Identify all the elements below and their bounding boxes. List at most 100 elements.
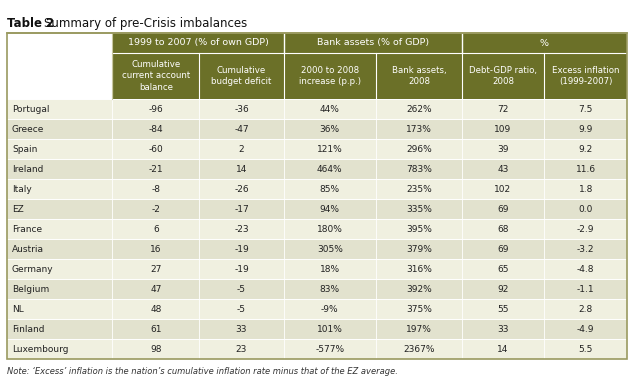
Text: 85%: 85% [320,185,340,194]
Text: 83%: 83% [320,285,340,294]
Text: 14: 14 [497,344,508,353]
Text: 47: 47 [150,285,162,294]
Bar [7,239,627,259]
Text: 235%: 235% [406,185,432,194]
Bar [7,299,627,319]
Text: 0.0: 0.0 [578,205,593,214]
Text: 316%: 316% [406,264,432,273]
Bar [7,33,627,359]
Text: Bank assets,
2008: Bank assets, 2008 [392,66,446,86]
Text: -2: -2 [152,205,160,214]
Text: -60: -60 [148,144,164,153]
Text: 197%: 197% [406,324,432,334]
Text: Bank assets (% of GDP): Bank assets (% of GDP) [316,38,429,47]
Bar [7,53,112,99]
Bar [7,179,627,199]
Text: France: France [12,224,42,233]
Text: -23: -23 [234,224,249,233]
Bar [7,279,627,299]
Text: 101%: 101% [317,324,343,334]
Bar [7,319,627,339]
Text: Luxembourg: Luxembourg [12,344,68,353]
Text: -36: -36 [234,105,249,114]
Text: -9%: -9% [321,305,339,314]
Text: 9.9: 9.9 [578,124,593,133]
Text: -577%: -577% [315,344,344,353]
Text: 65: 65 [497,264,508,273]
Text: 173%: 173% [406,124,432,133]
Text: -2.9: -2.9 [577,224,595,233]
Text: 379%: 379% [406,244,432,253]
Text: 262%: 262% [406,105,432,114]
Text: Debt-GDP ratio,
2008: Debt-GDP ratio, 2008 [469,66,537,86]
Text: 98: 98 [150,344,162,353]
Text: 68: 68 [497,224,508,233]
Bar [7,99,627,119]
Text: 392%: 392% [406,285,432,294]
Text: 92: 92 [497,285,508,294]
Text: Austria: Austria [12,244,44,253]
Text: Summary of pre-Crisis imbalances: Summary of pre-Crisis imbalances [44,17,247,30]
Text: 36%: 36% [320,124,340,133]
Text: 375%: 375% [406,305,432,314]
Text: 72: 72 [497,105,508,114]
Text: 2000 to 2008
increase (p.p.): 2000 to 2008 increase (p.p.) [299,66,361,86]
Text: 11.6: 11.6 [576,165,596,173]
Text: 395%: 395% [406,224,432,233]
Text: 5.5: 5.5 [578,344,593,353]
Text: Excess inflation
(1999-2007): Excess inflation (1999-2007) [552,66,619,86]
Text: 296%: 296% [406,144,432,153]
Text: 109: 109 [495,124,512,133]
Text: 33: 33 [497,324,508,334]
Bar [7,259,627,279]
Text: 55: 55 [497,305,508,314]
Text: Italy: Italy [12,185,32,194]
Text: -19: -19 [234,244,249,253]
Text: 48: 48 [150,305,162,314]
Text: Spain: Spain [12,144,37,153]
Text: -5: -5 [237,305,246,314]
Text: 102: 102 [495,185,512,194]
Text: EZ: EZ [12,205,23,214]
Text: %: % [540,38,549,47]
Text: NL: NL [12,305,23,314]
Text: 18%: 18% [320,264,340,273]
Text: 6: 6 [153,224,159,233]
Bar [7,339,627,359]
Text: -4.8: -4.8 [577,264,595,273]
Text: -5: -5 [237,285,246,294]
Text: 61: 61 [150,324,162,334]
Text: 7.5: 7.5 [578,105,593,114]
Text: 94%: 94% [320,205,340,214]
Bar [7,33,112,53]
Text: 180%: 180% [317,224,343,233]
Bar [7,53,627,99]
Text: Greece: Greece [12,124,44,133]
Text: 464%: 464% [317,165,342,173]
Text: Cumulative
budget deficit: Cumulative budget deficit [211,66,271,86]
Bar [7,119,627,139]
Text: 2: 2 [238,144,244,153]
Text: Portugal: Portugal [12,105,49,114]
Text: Belgium: Belgium [12,285,49,294]
Text: 27: 27 [150,264,162,273]
Text: -21: -21 [148,165,164,173]
Text: 1.8: 1.8 [578,185,593,194]
Text: -84: -84 [148,124,164,133]
Text: -17: -17 [234,205,249,214]
Text: 69: 69 [497,244,508,253]
Text: 33: 33 [236,324,247,334]
Bar [7,199,627,219]
Text: -3.2: -3.2 [577,244,595,253]
Text: -96: -96 [148,105,164,114]
Bar [7,33,627,53]
Text: -26: -26 [234,185,249,194]
Text: Note: ‘Excess’ inflation is the nation’s cumulative inflation rate minus that of: Note: ‘Excess’ inflation is the nation’s… [7,367,398,376]
Text: 2367%: 2367% [403,344,435,353]
Text: 39: 39 [497,144,508,153]
Text: -47: -47 [234,124,249,133]
Text: 783%: 783% [406,165,432,173]
Text: -19: -19 [234,264,249,273]
Text: Cumulative
current account
balance: Cumulative current account balance [122,60,190,92]
Text: -1.1: -1.1 [577,285,595,294]
